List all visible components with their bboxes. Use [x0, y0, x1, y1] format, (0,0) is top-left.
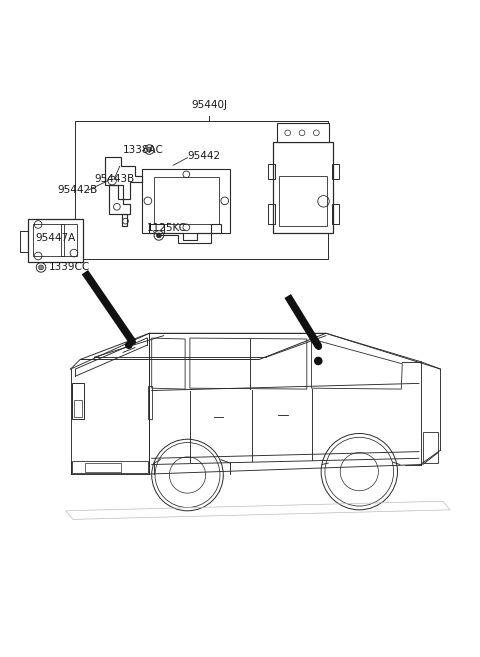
Bar	[34, 225, 63, 256]
Bar	[423, 432, 438, 463]
Text: 1339CC: 1339CC	[49, 262, 90, 273]
Circle shape	[129, 338, 136, 345]
Bar	[28, 219, 83, 261]
Circle shape	[125, 342, 132, 349]
Circle shape	[156, 233, 161, 238]
Circle shape	[315, 344, 322, 350]
Text: 95443B: 95443B	[95, 174, 135, 184]
Circle shape	[147, 147, 152, 152]
Text: 95447A: 95447A	[36, 233, 76, 242]
Text: 95442: 95442	[188, 150, 221, 161]
Bar	[85, 463, 120, 472]
Bar	[274, 143, 333, 233]
Bar	[72, 461, 148, 472]
Bar	[277, 124, 329, 143]
Bar	[75, 121, 328, 260]
Text: 1338AC: 1338AC	[123, 145, 164, 154]
Circle shape	[38, 265, 43, 270]
Bar	[279, 176, 327, 226]
Bar	[61, 225, 76, 256]
Bar	[154, 177, 218, 225]
Text: 1125KC: 1125KC	[147, 223, 187, 233]
Bar	[142, 169, 230, 233]
Bar	[332, 204, 339, 223]
Bar	[268, 204, 275, 223]
Text: 95440J: 95440J	[191, 100, 227, 110]
Circle shape	[314, 357, 323, 365]
Bar	[74, 400, 82, 417]
Bar	[72, 384, 84, 419]
Bar	[268, 164, 275, 179]
Bar	[332, 164, 339, 179]
Text: 95442B: 95442B	[58, 185, 98, 195]
Bar	[148, 386, 152, 419]
